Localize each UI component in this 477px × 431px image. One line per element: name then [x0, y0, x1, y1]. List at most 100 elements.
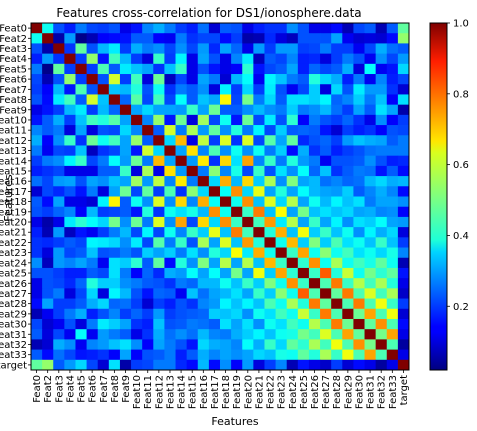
heatmap-cell-Feat6-Feat32: [375, 74, 388, 85]
heatmap-cell-Feat14-Feat12: [153, 155, 165, 167]
heatmap-cell-Feat22-target: [397, 237, 410, 248]
heatmap-cell-Feat7-Feat5: [75, 84, 87, 95]
heatmap-cell-Feat12-Feat33: [386, 135, 399, 146]
heatmap-cell-Feat13-Feat22: [264, 145, 276, 157]
heatmap-cell-Feat18-Feat32: [375, 196, 388, 208]
heatmap-cell-Feat30-Feat13: [164, 318, 176, 330]
heatmap-cell-Feat3-Feat10: [131, 43, 143, 55]
heatmap-cell-Feat31-Feat10: [131, 329, 143, 340]
heatmap-cell-Feat9-Feat26: [308, 104, 321, 116]
heatmap-cell-Feat22-Feat22: [264, 237, 276, 248]
heatmap-cell-Feat19-Feat22: [264, 206, 276, 218]
heatmap-cell-target-Feat10: [131, 359, 143, 371]
heatmap-cell-Feat29-Feat27: [320, 308, 332, 320]
heatmap-cell-Feat25-target: [397, 267, 410, 279]
x-tick-label: Feat28: [332, 375, 343, 409]
heatmap-cell-Feat15-Feat8: [108, 165, 121, 177]
heatmap-cell-Feat9-Feat24: [286, 104, 299, 116]
heatmap-cell-Feat31-Feat4: [64, 329, 76, 340]
heatmap-cell-Feat28-Feat21: [253, 298, 265, 310]
y-tick-label: Feat5: [0, 64, 27, 75]
heatmap-cell-Feat18-Feat23: [275, 196, 288, 208]
heatmap-cell-Feat4-target: [397, 53, 410, 65]
heatmap-cell-Feat24-Feat12: [153, 257, 165, 269]
x-tick-label: Feat27: [321, 375, 332, 409]
heatmap-cell-Feat12-Feat5: [75, 135, 87, 146]
heatmap-cell-Feat22-Feat10: [131, 237, 143, 248]
heatmap-cell-Feat16-Feat30: [353, 176, 365, 187]
heatmap-cell-Feat27-Feat15: [186, 288, 199, 299]
heatmap-cell-Feat17-Feat29: [342, 186, 354, 197]
heatmap-cell-Feat19-Feat28: [331, 206, 343, 218]
heatmap-cell-Feat18-Feat12: [153, 196, 165, 208]
heatmap-cell-Feat21-Feat33: [386, 227, 399, 238]
heatmap-cell-Feat23-Feat6: [86, 247, 99, 259]
heatmap-cell-Feat17-Feat28: [331, 186, 343, 197]
heatmap-cell-Feat24-Feat7: [97, 257, 110, 269]
x-tick-label: Feat16: [199, 375, 210, 409]
heatmap-cell-Feat0-target: [397, 23, 410, 34]
heatmap-cell-Feat12-Feat15: [186, 135, 199, 146]
heatmap-cell-Feat31-Feat5: [75, 329, 87, 340]
heatmap-cell-Feat14-Feat27: [320, 155, 332, 167]
heatmap-cell-Feat8-Feat11: [142, 94, 154, 106]
y-tick-label: Feat7: [0, 85, 27, 96]
heatmap-cell-Feat4-Feat29: [342, 53, 354, 65]
heatmap-cell-Feat5-Feat4: [64, 63, 76, 75]
heatmap-cell-Feat11-Feat21: [253, 125, 265, 136]
heatmap-cell-Feat29-Feat33: [386, 308, 399, 320]
heatmap-cell-target-Feat11: [142, 359, 154, 371]
x-tick-label: Feat0: [32, 375, 43, 403]
heatmap-cell-Feat6-Feat28: [331, 74, 343, 85]
heatmap-cell-Feat2-Feat15: [186, 33, 199, 44]
heatmap-cell-Feat7-Feat14: [175, 84, 188, 95]
heatmap-cell-Feat31-target: [397, 329, 410, 340]
heatmap-cell-target-Feat7: [97, 359, 110, 371]
heatmap-cell-Feat27-Feat3: [53, 288, 65, 299]
x-tick-label: Feat3: [54, 375, 65, 403]
heatmap-cell-Feat17-Feat30: [353, 186, 365, 197]
heatmap-cell-Feat33-Feat4: [64, 349, 76, 361]
heatmap-cell-Feat10-Feat17: [208, 114, 221, 126]
heatmap-cell-Feat9-Feat30: [353, 104, 365, 116]
heatmap-cell-Feat8-Feat5: [75, 94, 87, 106]
heatmap-cell-Feat13-Feat10: [131, 145, 143, 157]
y-tick-label: Feat18: [0, 197, 27, 208]
heatmap-cell-Feat4-Feat16: [197, 53, 210, 65]
heatmap-cell-Feat16-Feat3: [53, 176, 65, 187]
heatmap-cell-Feat25-Feat23: [275, 267, 288, 279]
heatmap-cell-Feat21-Feat20: [242, 227, 254, 238]
heatmap-cell-Feat29-Feat11: [142, 308, 154, 320]
heatmap-cell-Feat31-Feat11: [142, 329, 154, 340]
heatmap-cell-Feat30-Feat0: [31, 318, 43, 330]
y-tick-label: Feat6: [0, 75, 27, 86]
heatmap-cell-Feat30-Feat19: [231, 318, 243, 330]
x-tick-labels: Feat0 Feat2 Feat3 Feat4 Feat5 Feat6 Feat7 Feat8…: [32, 370, 410, 409]
heatmap-cell-Feat23-target: [397, 247, 410, 259]
heatmap-cell-Feat15-Feat23: [275, 165, 288, 177]
heatmap-cell-Feat11-Feat4: [64, 125, 76, 136]
heatmap-cell-Feat29-Feat25: [297, 308, 310, 320]
heatmap-cell-Feat15-Feat16: [197, 165, 210, 177]
heatmap-cell-target-Feat30: [353, 359, 365, 371]
heatmap-cell-Feat30-Feat9: [119, 318, 132, 330]
heatmap-cell-Feat10-Feat14: [175, 114, 188, 126]
heatmap-cell-Feat12-Feat19: [231, 135, 243, 146]
heatmap-cell-Feat32-Feat32: [375, 339, 388, 350]
heatmap-cell-Feat3-Feat27: [320, 43, 332, 55]
heatmap-cell-Feat15-Feat20: [242, 165, 254, 177]
heatmap-cell-Feat9-Feat27: [320, 104, 332, 116]
heatmap-cell-Feat13-Feat16: [197, 145, 210, 157]
heatmap-cell-Feat20-Feat20: [242, 216, 254, 228]
heatmap-cell-target-Feat8: [108, 359, 121, 371]
heatmap-cell-Feat33-target: [397, 349, 410, 361]
heatmap-cell-Feat33-Feat12: [153, 349, 165, 361]
heatmap-cell-Feat10-Feat21: [253, 114, 265, 126]
x-tick-label: Feat25: [299, 375, 310, 409]
heatmap-cell-Feat31-Feat9: [119, 329, 132, 340]
heatmap-cell-Feat16-Feat2: [42, 176, 54, 187]
heatmap-cell-Feat28-Feat18: [220, 298, 232, 310]
heatmap-cell-Feat7-Feat0: [31, 84, 43, 95]
heatmap-cell-target-Feat22: [264, 359, 276, 371]
heatmap-cell-Feat18-Feat9: [119, 196, 132, 208]
